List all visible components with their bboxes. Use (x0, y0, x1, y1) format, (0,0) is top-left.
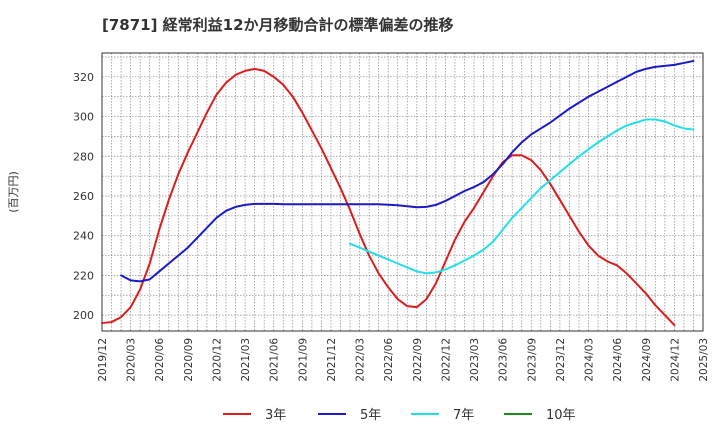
y-tick-label: 260 (73, 190, 94, 203)
x-tick-label: 2022/12 (440, 338, 452, 382)
x-tick-label: 2024/03 (584, 338, 596, 382)
x-tick-label: 2021/06 (269, 338, 281, 382)
x-tick-label: 2023/03 (469, 338, 481, 382)
plot-frame (101, 52, 704, 332)
legend-label: 10年 (546, 408, 576, 423)
legend-item: 10年 (504, 408, 576, 423)
x-tick-label: 2020/12 (211, 338, 223, 382)
y-tick-label: 320 (73, 71, 94, 84)
y-tick-label: 200 (73, 309, 94, 322)
x-tick-label: 2021/09 (297, 338, 309, 382)
y-tick-label: 300 (73, 111, 94, 124)
legend-label: 7年 (453, 408, 474, 423)
x-tick-label: 2022/06 (383, 338, 395, 382)
y-tick-label: 240 (73, 230, 94, 243)
x-tick-label: 2021/12 (326, 338, 338, 382)
x-tick-label: 2020/03 (126, 338, 138, 382)
legend-item: 7年 (411, 408, 474, 423)
x-tick-label: 2022/09 (412, 338, 424, 382)
legend-label: 5年 (360, 408, 381, 423)
x-tick-label: 2022/03 (355, 338, 367, 382)
legend-item: 5年 (318, 408, 381, 423)
legend-label: 3年 (265, 408, 286, 423)
x-tick-label: 2021/03 (240, 338, 252, 382)
x-tick-label: 2023/06 (498, 338, 510, 382)
legend-item: 3年 (223, 408, 286, 423)
x-tick-label: 2024/06 (612, 338, 624, 382)
x-tick-label: 2023/09 (526, 338, 538, 382)
series-line-3年 (101, 67, 676, 327)
x-tick-label: 2025/03 (698, 338, 710, 382)
series-line-7年 (349, 118, 695, 275)
x-tick-label: 2024/12 (669, 338, 681, 382)
x-tick-label: 2024/09 (641, 338, 653, 382)
plot-area (102, 53, 703, 331)
x-tick-label: 2020/09 (183, 338, 195, 382)
y-tick-label: 280 (73, 150, 94, 163)
x-tick-label: 2023/12 (555, 338, 567, 382)
y-axis-label: (百万円) (7, 171, 20, 213)
series-line-5年 (120, 59, 695, 283)
x-tick-label: 2020/06 (154, 338, 166, 382)
x-tick-label: 2019/12 (97, 338, 109, 382)
chart-title: [7871] 経常利益12か月移動合計の標準偏差の推移 (102, 16, 454, 34)
y-tick-label: 220 (73, 269, 94, 282)
